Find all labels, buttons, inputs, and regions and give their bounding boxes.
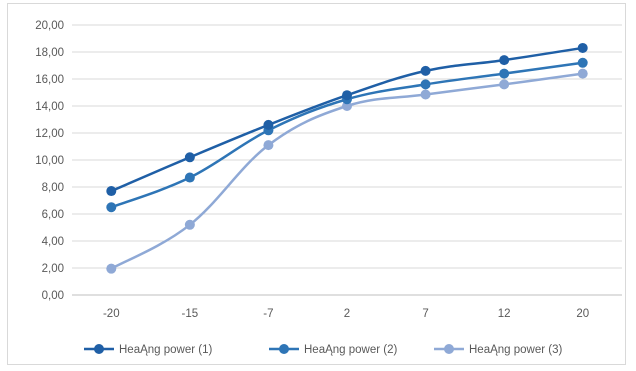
legend-label: HeaĄng power (3) [469,344,562,356]
y-tick-label: 8,00 [42,182,64,194]
y-tick-label: 2,00 [42,263,64,275]
legend-item: HeaĄng power (2) [269,344,397,356]
x-axis-tick-labels: -20 -15 -7 2 7 12 20 [103,308,589,320]
data-point [342,90,352,100]
data-point [499,69,509,79]
data-point [578,43,588,53]
x-tick-label: -20 [103,308,120,320]
legend: HeaĄng power (1) HeaĄng power (2) HeaĄng p… [84,344,562,356]
x-tick-label: -7 [263,308,273,320]
y-tick-label: 12,00 [35,128,64,140]
data-point [421,79,431,89]
x-tick-label: 12 [498,308,511,320]
data-point [421,90,431,100]
data-point [499,55,509,65]
legend-marker [94,344,104,354]
data-point [421,66,431,76]
gridlines [72,25,622,295]
legend-item: HeaĄng power (1) [84,344,212,356]
legend-label: HeaĄng power (1) [119,344,212,356]
y-tick-label: 20,00 [35,20,64,32]
data-point [185,152,195,162]
y-axis-tick-labels: 0,00 2,00 4,00 6,00 8,00 10,00 12,00 14,00 16,00… [35,20,64,302]
data-point [263,120,273,130]
data-point [578,58,588,68]
x-tick-label: 7 [422,308,428,320]
y-tick-label: 0,00 [42,290,64,302]
series-2 [106,58,587,212]
legend-item: HeaĄng power (3) [434,344,562,356]
y-tick-label: 18,00 [35,47,64,59]
legend-label: HeaĄng power (2) [304,344,397,356]
x-tick-label: -15 [182,308,199,320]
series-line [111,48,582,191]
data-point [185,220,195,230]
data-point [185,173,195,183]
x-tick-label: 20 [576,308,589,320]
y-tick-label: 4,00 [42,236,64,248]
series-lines [106,43,587,274]
x-tick-label: 2 [344,308,350,320]
y-tick-label: 16,00 [35,74,64,86]
legend-marker [279,344,289,354]
data-point [578,69,588,79]
y-tick-label: 6,00 [42,209,64,221]
data-point [106,264,116,274]
data-point [106,202,116,212]
legend-marker [444,344,454,354]
y-tick-label: 10,00 [35,155,64,167]
series-1 [106,43,587,196]
y-tick-label: 14,00 [35,101,64,113]
data-point [499,79,509,89]
data-point [263,140,273,150]
data-point [106,186,116,196]
